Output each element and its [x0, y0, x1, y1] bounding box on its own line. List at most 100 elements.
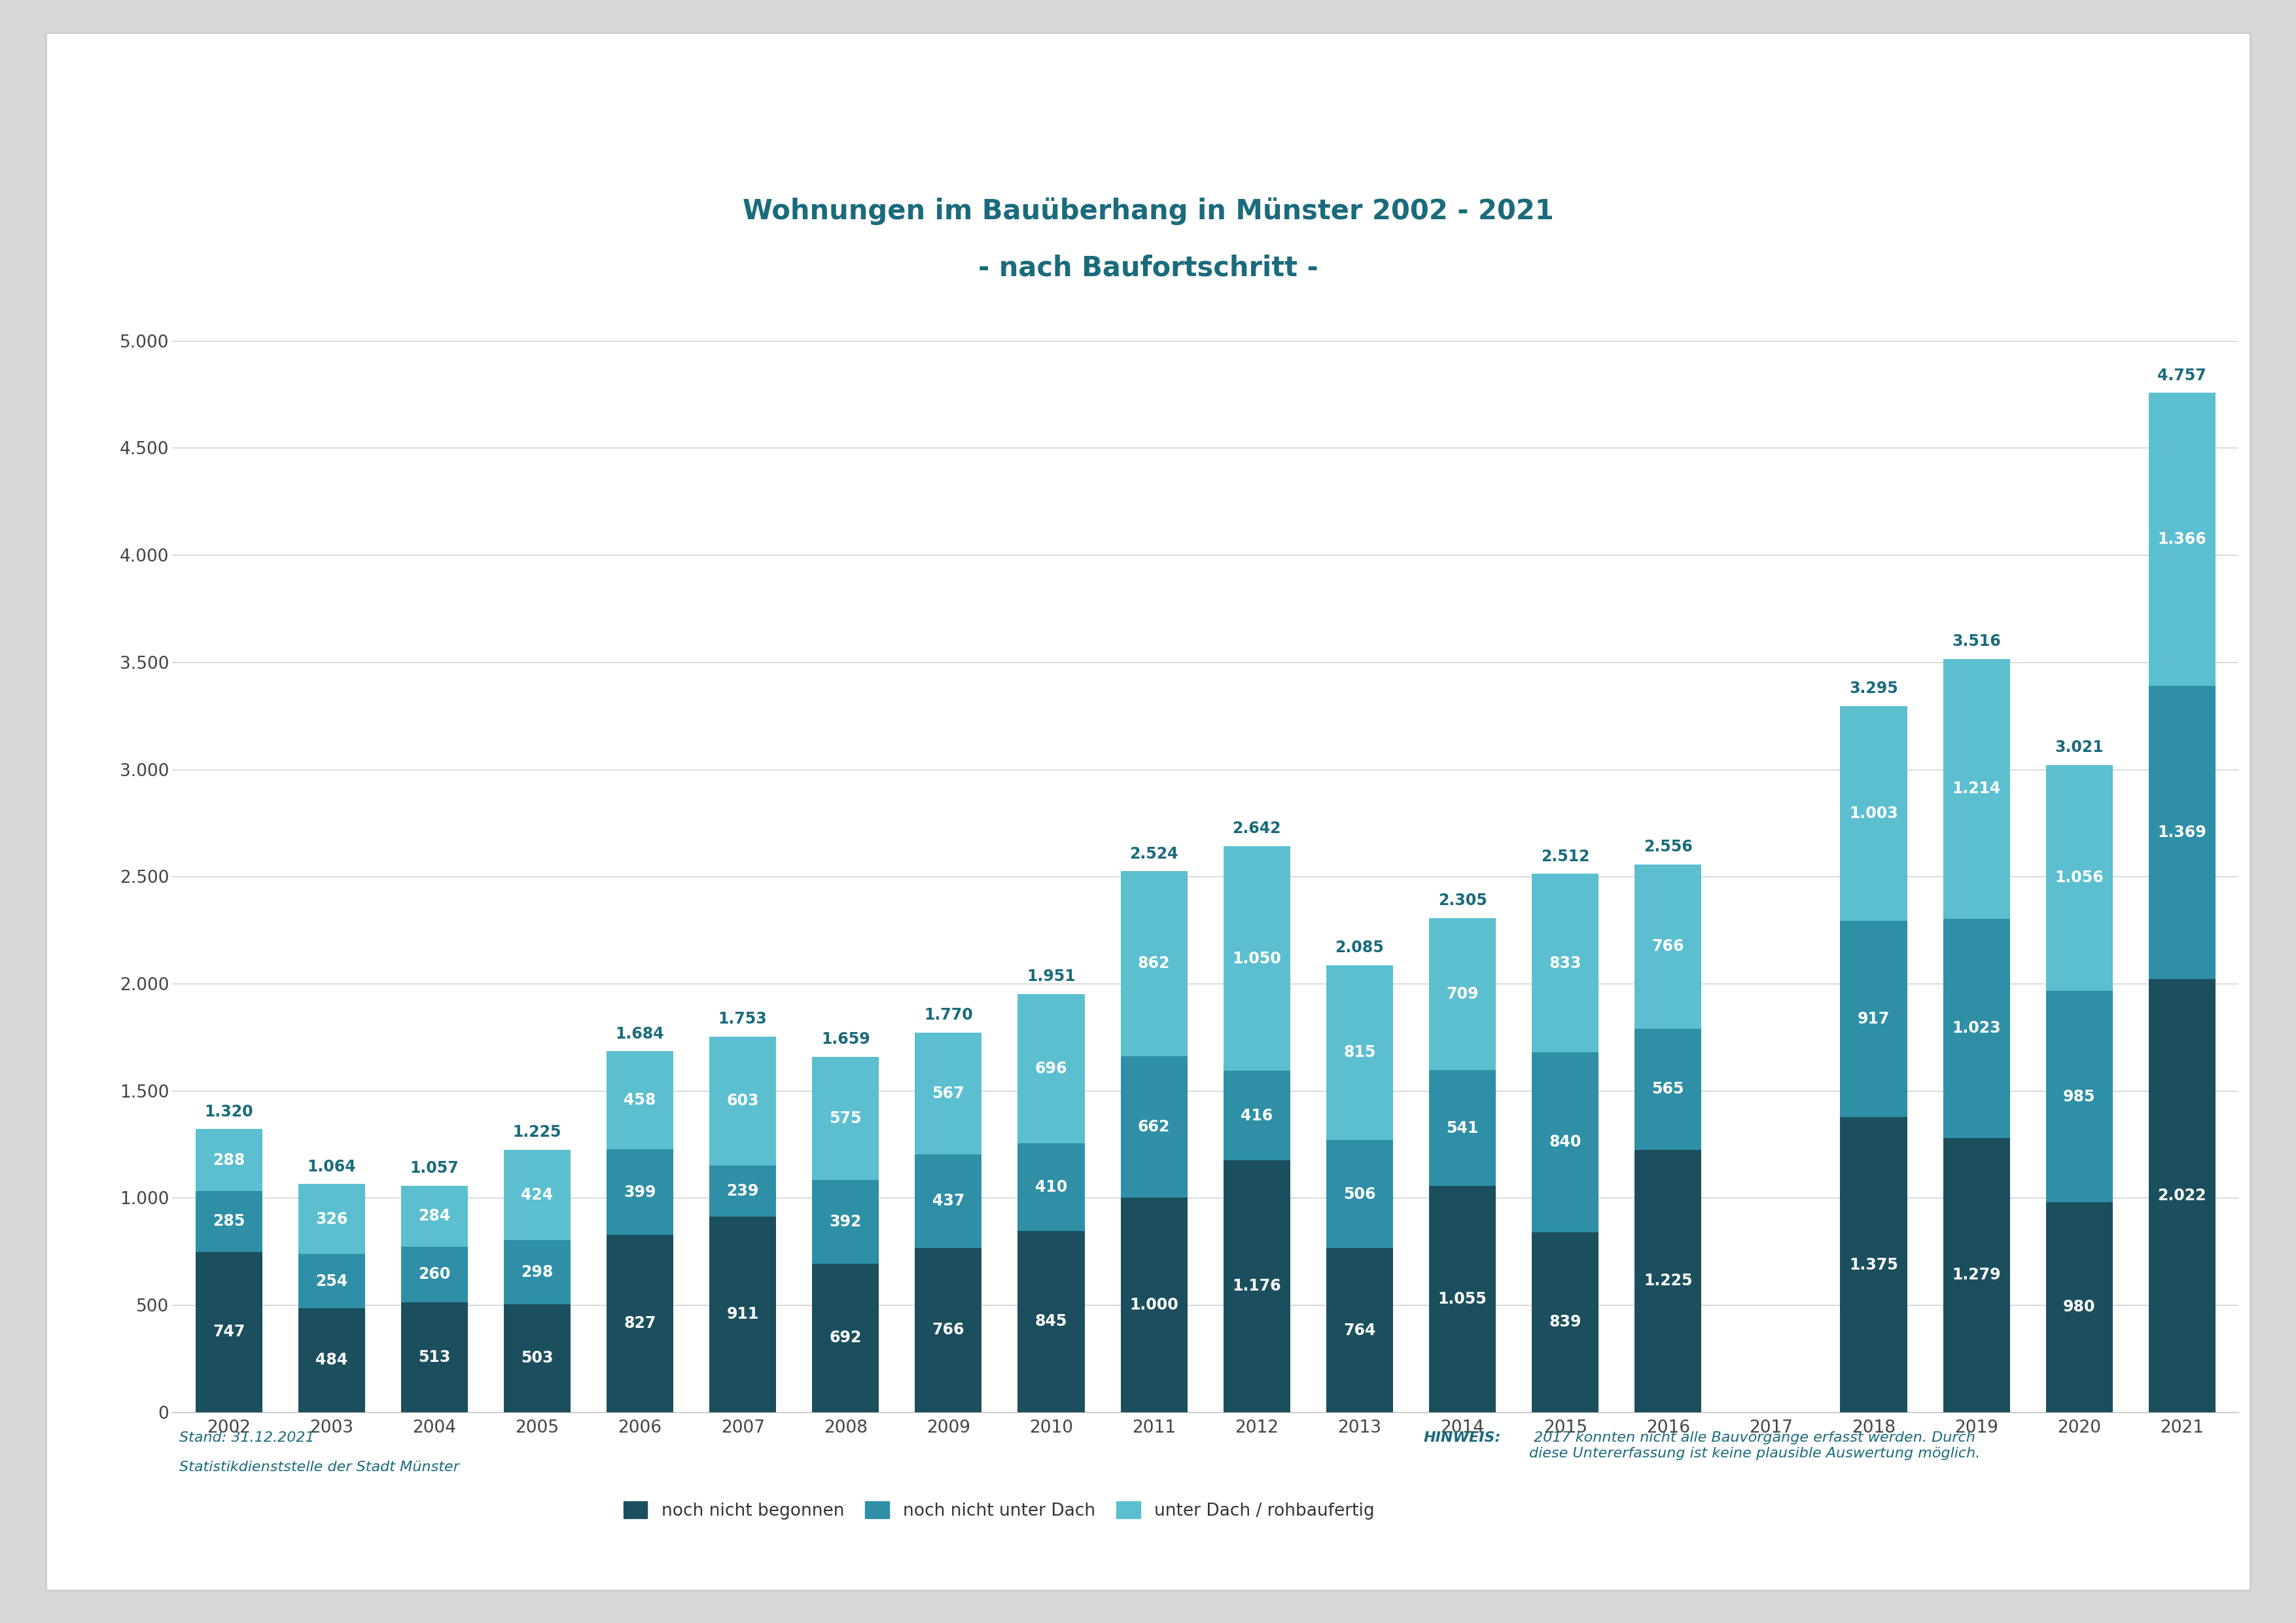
Bar [709, 1165, 776, 1217]
Bar [195, 1191, 262, 1251]
Text: 506: 506 [1343, 1186, 1375, 1203]
Bar [1327, 1248, 1394, 1412]
Text: 458: 458 [625, 1092, 657, 1109]
Text: 662: 662 [1139, 1118, 1171, 1134]
Bar [1635, 1029, 1701, 1149]
Text: 260: 260 [418, 1266, 450, 1282]
Text: 239: 239 [726, 1183, 760, 1199]
Bar [1635, 865, 1701, 1029]
Bar [195, 1251, 262, 1412]
Text: 1.003: 1.003 [1848, 805, 1899, 821]
Bar [1327, 966, 1394, 1139]
Bar [1839, 706, 1908, 920]
Bar [606, 1149, 673, 1235]
Bar [813, 1264, 879, 1412]
Text: 840: 840 [1550, 1134, 1582, 1151]
Bar [1635, 1149, 1701, 1412]
Bar [1839, 920, 1908, 1117]
Bar [402, 1302, 468, 1412]
Bar [1224, 1071, 1290, 1160]
Text: 1.366: 1.366 [2158, 531, 2206, 547]
Text: 575: 575 [829, 1110, 861, 1126]
Text: 437: 437 [932, 1193, 964, 1209]
Text: Wohnungen im Bauüberhang in Münster 2002 - 2021: Wohnungen im Bauüberhang in Münster 2002… [742, 196, 1554, 226]
Text: 815: 815 [1343, 1045, 1375, 1060]
Bar [916, 1248, 983, 1412]
Text: 424: 424 [521, 1186, 553, 1203]
Bar [1120, 1198, 1187, 1412]
Text: 567: 567 [932, 1086, 964, 1102]
Bar [1224, 1160, 1290, 1412]
Text: 1.279: 1.279 [1952, 1268, 2000, 1282]
Bar [1428, 1186, 1495, 1412]
Text: 696: 696 [1035, 1061, 1068, 1076]
Text: 284: 284 [418, 1208, 450, 1224]
Text: 1.375: 1.375 [1848, 1256, 1899, 1272]
Text: 1.659: 1.659 [822, 1031, 870, 1047]
Text: - nach Baufortschritt -: - nach Baufortschritt - [978, 255, 1318, 281]
Text: 4.757: 4.757 [2158, 367, 2206, 383]
Text: 326: 326 [315, 1211, 347, 1227]
Text: 2.642: 2.642 [1233, 821, 1281, 836]
Text: 288: 288 [214, 1152, 246, 1169]
Bar [916, 1032, 983, 1154]
Bar [2046, 764, 2112, 992]
Text: 603: 603 [726, 1094, 760, 1109]
Bar [503, 1240, 572, 1305]
Bar [1017, 1230, 1084, 1412]
Text: 2.512: 2.512 [1541, 849, 1589, 863]
Bar [1839, 1117, 1908, 1412]
Text: 917: 917 [1857, 1011, 1890, 1027]
Text: 911: 911 [726, 1307, 760, 1323]
Text: 1.770: 1.770 [923, 1008, 974, 1022]
Bar [2149, 979, 2216, 1412]
Text: 2.305: 2.305 [1437, 893, 1488, 909]
Bar [606, 1052, 673, 1149]
Text: 2.022: 2.022 [2158, 1188, 2206, 1203]
Bar [1327, 1139, 1394, 1248]
Bar [402, 1185, 468, 1246]
Text: 410: 410 [1035, 1180, 1068, 1195]
Text: 1.225: 1.225 [512, 1125, 563, 1139]
Text: 2.556: 2.556 [1644, 839, 1692, 855]
Text: 833: 833 [1550, 956, 1582, 971]
Bar [195, 1130, 262, 1191]
Text: 541: 541 [1446, 1120, 1479, 1136]
Bar [1942, 659, 2009, 919]
Text: 1.057: 1.057 [411, 1160, 459, 1177]
Text: 2.085: 2.085 [1336, 940, 1384, 956]
Bar [1531, 873, 1598, 1052]
Bar [606, 1235, 673, 1412]
Text: 764: 764 [1343, 1323, 1375, 1337]
Bar [813, 1180, 879, 1264]
Bar [503, 1305, 572, 1412]
Text: 285: 285 [214, 1214, 246, 1229]
Bar [503, 1149, 572, 1240]
Bar [298, 1185, 365, 1255]
Text: 827: 827 [625, 1316, 657, 1331]
Text: 766: 766 [932, 1323, 964, 1337]
Text: 862: 862 [1139, 956, 1171, 972]
Text: 985: 985 [2064, 1089, 2096, 1104]
Bar [2046, 1203, 2112, 1412]
Text: 1.055: 1.055 [1437, 1292, 1488, 1307]
Text: 692: 692 [829, 1329, 861, 1345]
Text: 839: 839 [1550, 1315, 1582, 1329]
Text: 747: 747 [214, 1324, 246, 1341]
Text: Stand: 31.12.2021: Stand: 31.12.2021 [179, 1431, 315, 1444]
Text: 1.320: 1.320 [204, 1104, 253, 1120]
Bar [813, 1057, 879, 1180]
Text: 1.684: 1.684 [615, 1026, 664, 1042]
Bar [1120, 1057, 1187, 1198]
Text: 1.000: 1.000 [1130, 1297, 1178, 1313]
Bar [1224, 846, 1290, 1071]
Text: 1.050: 1.050 [1233, 951, 1281, 966]
Bar [1017, 1143, 1084, 1230]
Bar [2149, 393, 2216, 685]
Bar [1531, 1052, 1598, 1232]
Text: 1.369: 1.369 [2158, 824, 2206, 841]
Text: 392: 392 [829, 1214, 861, 1230]
Text: 298: 298 [521, 1264, 553, 1281]
Text: 1.064: 1.064 [308, 1159, 356, 1175]
Text: 2017 konnten nicht alle Bauvorgänge erfasst werden. Durch
diese Untererfassung i: 2017 konnten nicht alle Bauvorgänge erfa… [1529, 1431, 1979, 1459]
